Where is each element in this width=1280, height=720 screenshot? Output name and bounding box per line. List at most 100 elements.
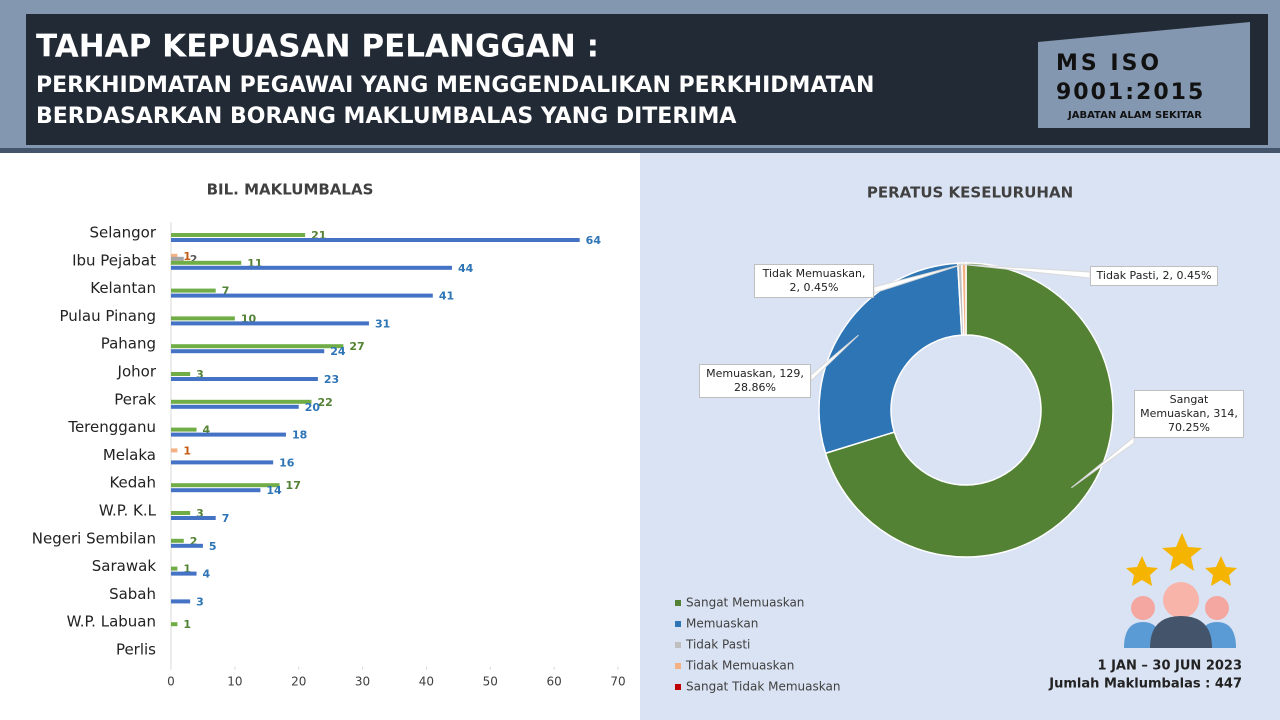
- badge-text: 9001:2015: [1056, 80, 1205, 105]
- data-label: 5: [209, 540, 217, 553]
- data-label: 4: [203, 424, 211, 437]
- donut-slice: [961, 262, 967, 336]
- data-label: 64: [586, 234, 602, 247]
- x-tick-label: 30: [355, 675, 370, 689]
- legend-label: Memuaskan: [686, 617, 758, 631]
- bar: [171, 448, 178, 453]
- data-label: Memuaskan, 129, 28.86%: [699, 364, 811, 398]
- bar: [171, 427, 197, 432]
- y-tick-label: Kedah: [109, 474, 156, 492]
- data-label: Tidak Memuaskan, 2, 0.45%: [754, 264, 874, 298]
- legend-label: Sangat Memuaskan: [686, 596, 804, 610]
- bar: [171, 233, 306, 237]
- data-label: 41: [439, 290, 454, 303]
- data-label: 1: [183, 618, 191, 631]
- bar: [171, 265, 452, 270]
- bar: [171, 256, 184, 261]
- bar: [171, 543, 203, 548]
- donut-slice: [818, 262, 963, 455]
- bar: [171, 316, 235, 321]
- legend-swatch: [675, 621, 681, 627]
- bar: [171, 349, 325, 354]
- bar: [171, 566, 178, 571]
- data-label: 3: [196, 595, 204, 608]
- bar: [171, 372, 191, 376]
- legend-swatch: [675, 642, 681, 648]
- bar: [171, 377, 318, 381]
- x-tick-label: 60: [547, 675, 562, 689]
- people-icon: [1124, 533, 1237, 648]
- y-tick-label: W.P. K.L: [99, 502, 157, 520]
- leader-line: [873, 263, 965, 294]
- data-label: 2: [190, 535, 198, 548]
- y-tick-label: Selangor: [90, 224, 157, 242]
- bar: [171, 260, 242, 265]
- bar: [171, 571, 197, 576]
- bar: [171, 483, 280, 488]
- chart-title: PERATUS KESELURUHAN: [867, 184, 1073, 202]
- data-label: 23: [324, 373, 339, 386]
- data-label: 20: [305, 401, 321, 414]
- data-label: 3: [196, 507, 204, 520]
- x-tick-label: 20: [291, 675, 306, 689]
- leader-line: [1071, 435, 1135, 489]
- data-label: 2: [190, 253, 198, 266]
- bar: [171, 399, 312, 404]
- x-tick-label: 10: [227, 675, 242, 689]
- header-title: TAHAP KEPUASAN PELANGGAN :: [36, 29, 599, 65]
- x-tick-label: 0: [167, 675, 175, 689]
- badge-text: MS ISO: [1056, 51, 1162, 76]
- x-tick-label: 70: [610, 675, 625, 689]
- y-tick-label: Sabah: [109, 585, 156, 603]
- data-label: 1: [183, 250, 191, 263]
- badge-text: JABATAN ALAM SEKITAR: [1067, 110, 1202, 121]
- divider: [0, 148, 1280, 153]
- data-label: 31: [375, 317, 390, 330]
- legend-label: Sangat Tidak Memuaskan: [686, 680, 840, 694]
- footer-period: 1 JAN – 30 JUN 2023: [1098, 659, 1243, 674]
- bar: [171, 321, 369, 326]
- header-subtitle: BERDASARKAN BORANG MAKLUMBALAS YANG DITE…: [36, 104, 736, 129]
- y-tick-label: Pulau Pinang: [59, 307, 156, 325]
- bar: [171, 404, 299, 409]
- bar: [171, 488, 261, 493]
- header-subtitle: PERKHIDMATAN PEGAWAI YANG MENGGENDALIKAN…: [36, 73, 874, 98]
- footer-total: Jumlah Maklumbalas : 447: [1048, 677, 1242, 692]
- y-tick-label: Johor: [117, 363, 157, 381]
- legend-swatch: [675, 684, 681, 690]
- data-label: 7: [222, 512, 230, 525]
- leader-line: [810, 334, 859, 383]
- bar: [171, 432, 286, 437]
- data-label: 16: [279, 456, 295, 469]
- bar: [171, 253, 178, 258]
- legend-label: Tidak Pasti: [685, 638, 750, 652]
- data-label: 7: [222, 285, 230, 298]
- y-tick-label: Pahang: [101, 335, 156, 353]
- legend-label: Tidak Memuaskan: [685, 659, 794, 673]
- y-tick-label: W.P. Labuan: [67, 613, 156, 631]
- chart-title: BIL. MAKLUMBALAS: [207, 181, 374, 199]
- data-label: 4: [203, 568, 211, 581]
- badge: [1038, 22, 1250, 128]
- y-tick-label: Melaka: [103, 446, 156, 464]
- data-label: 14: [266, 484, 282, 497]
- bar: [171, 460, 274, 465]
- y-tick-label: Perak: [114, 390, 156, 408]
- bar: [171, 538, 184, 543]
- bar: [171, 238, 580, 242]
- data-label: 22: [317, 396, 332, 409]
- y-tick-label: Ibu Pejabat: [72, 251, 156, 269]
- bar: [171, 622, 178, 627]
- legend-swatch: [675, 663, 681, 669]
- bar: [171, 511, 191, 515]
- data-label: 24: [330, 345, 346, 358]
- bar: [171, 599, 191, 604]
- donut-slice: [824, 262, 1114, 558]
- data-label: 44: [458, 262, 474, 275]
- x-tick-label: 40: [419, 675, 434, 689]
- data-label: 27: [349, 340, 364, 353]
- y-tick-label: Terengganu: [67, 418, 156, 436]
- data-label: 17: [286, 479, 301, 492]
- bar: [171, 516, 216, 520]
